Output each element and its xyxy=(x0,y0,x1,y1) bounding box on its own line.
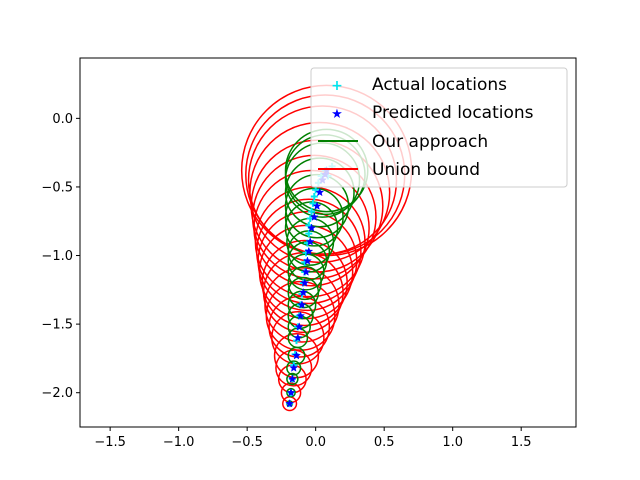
legend-box xyxy=(310,67,568,188)
actual-location-marker xyxy=(305,230,313,238)
predicted-location-marker xyxy=(294,322,304,331)
predicted-location-marker xyxy=(296,311,306,320)
predicted-location-marker xyxy=(292,350,301,360)
legend-predicted-label: Predicted locations xyxy=(372,103,534,123)
legend-actual-label: Actual locations xyxy=(372,75,507,95)
actual-location-marker xyxy=(310,193,318,201)
x-tick-label: −0.5 xyxy=(231,435,263,450)
predicted-location-marker xyxy=(302,256,312,265)
legend-union-bound-label: Union bound xyxy=(372,160,480,180)
x-tick-label: 1.5 xyxy=(511,435,532,450)
x-tick-label: 0.0 xyxy=(305,435,326,450)
legend-predicted-marker: ★ xyxy=(331,107,343,122)
predicted-location-marker xyxy=(300,278,310,287)
union-bound-circle xyxy=(268,295,331,358)
x-tick-label: 1.0 xyxy=(442,435,463,450)
legend-our-approach-label: Our approach xyxy=(372,132,488,152)
y-tick-label: −1.0 xyxy=(41,249,73,264)
predicted-location-marker xyxy=(287,374,297,383)
predicted-location-marker xyxy=(298,287,308,297)
actual-location-marker xyxy=(309,199,317,207)
x-tick-label: 0.5 xyxy=(374,435,395,450)
predicted-location-marker xyxy=(305,237,315,246)
predicted-location-marker xyxy=(293,333,303,342)
our-approach-circle xyxy=(284,201,339,255)
legend: + Actual locations ★ Predicted locations… xyxy=(310,67,568,188)
predicted-location-marker xyxy=(315,187,325,197)
y-axis: 0.0 −0.5 −1.0 −1.5 −2.0 xyxy=(41,112,80,401)
y-tick-label: −2.0 xyxy=(41,386,73,401)
predicted-location-marker xyxy=(309,212,319,221)
axes-frame xyxy=(79,57,577,428)
predicted-location-marker xyxy=(304,246,314,256)
y-tick-label: −1.5 xyxy=(41,318,73,333)
x-tick-label: −1.5 xyxy=(94,435,126,450)
predicted-location-marker xyxy=(286,388,296,397)
predicted-location-marker xyxy=(312,201,322,210)
predicted-location-marker xyxy=(289,363,299,372)
x-axis: −1.5 −1.0 −0.5 0.0 0.5 1.0 1.5 xyxy=(94,427,532,450)
actual-location-marker xyxy=(308,208,316,216)
predicted-location-marker xyxy=(301,267,311,276)
our-approach-circle xyxy=(286,360,302,376)
predicted-location-marker xyxy=(297,300,307,309)
predicted-location-marker xyxy=(285,398,295,408)
our-approach-circle xyxy=(286,372,299,386)
predicted-location-marker xyxy=(307,223,317,232)
our-approach-circle xyxy=(287,265,322,301)
y-tick-label: −0.5 xyxy=(41,180,73,195)
y-tick-label: 0.0 xyxy=(52,112,73,127)
x-tick-label: −1.0 xyxy=(163,435,195,450)
legend-actual-marker: + xyxy=(331,78,343,94)
